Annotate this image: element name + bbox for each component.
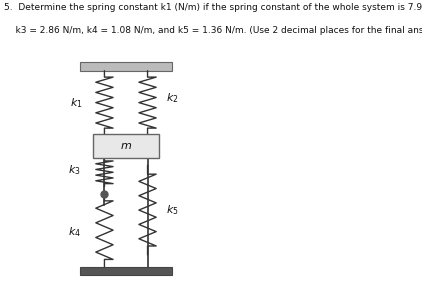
Text: $k_1$: $k_1$: [70, 96, 83, 109]
Bar: [80, 267, 173, 275]
Bar: [80, 62, 173, 71]
Text: $k_4$: $k_4$: [68, 226, 81, 239]
Text: $k_3$: $k_3$: [68, 163, 81, 177]
Text: 5.  Determine the spring constant k1 (N/m) if the spring constant of the whole s: 5. Determine the spring constant k1 (N/m…: [4, 3, 422, 12]
Text: $m$: $m$: [120, 141, 132, 151]
Text: $k_2$: $k_2$: [166, 91, 179, 105]
Text: k3 = 2.86 N/m, k4 = 1.08 N/m, and k5 = 1.36 N/m. (Use 2 decimal places for the f: k3 = 2.86 N/m, k4 = 1.08 N/m, and k5 = 1…: [4, 26, 422, 35]
Text: $k_5$: $k_5$: [166, 203, 179, 217]
Bar: [93, 134, 159, 158]
